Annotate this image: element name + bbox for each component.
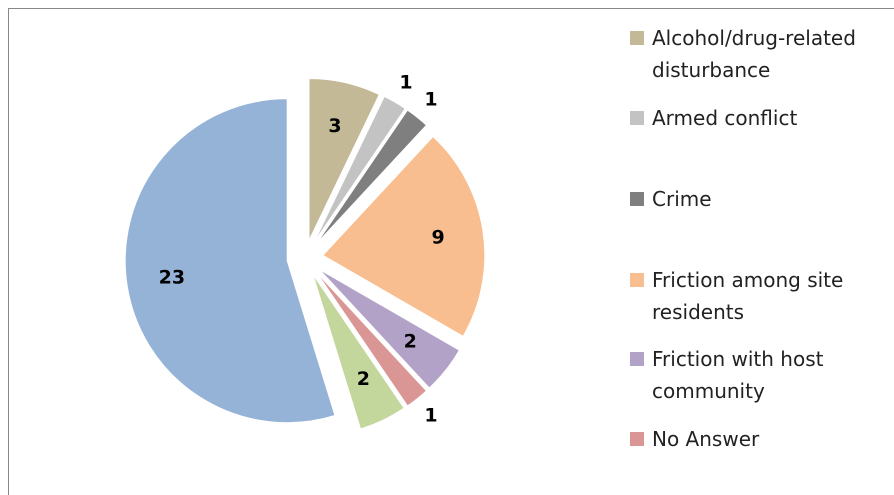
data-label: 1 <box>424 89 437 111</box>
legend-label: No Answer <box>652 427 760 451</box>
legend-label: Friction with host community <box>652 347 824 403</box>
legend-item: Crime <box>630 183 870 215</box>
legend-swatch <box>630 31 644 45</box>
pie-slice <box>313 95 406 243</box>
legend-swatch <box>630 352 644 366</box>
pie-slice <box>315 271 428 407</box>
data-label: 9 <box>432 226 445 248</box>
pie-slice <box>322 135 486 338</box>
pie-slice <box>315 109 428 245</box>
legend-label: Crime <box>652 187 712 211</box>
pie-slice <box>308 77 380 241</box>
pie-slice <box>124 98 336 424</box>
legend-label: Alcohol/drug-related disturbance <box>652 26 856 82</box>
data-label: 1 <box>424 404 437 426</box>
legend-swatch <box>630 432 644 446</box>
data-label: 1 <box>399 72 412 94</box>
legend-label: Friction among site residents <box>652 268 844 324</box>
legend-swatch <box>630 111 644 125</box>
data-label: 2 <box>357 368 370 390</box>
data-label: 3 <box>328 115 341 137</box>
legend-label: Armed conflict <box>652 106 798 130</box>
legend-item: Alcohol/drug-related disturbance <box>630 22 870 86</box>
legend-swatch <box>630 192 644 206</box>
pie-slice <box>318 268 461 389</box>
legend-item: No Answer <box>630 423 870 455</box>
data-label: 2 <box>404 330 417 352</box>
legend-item: Friction among site residents <box>630 264 870 328</box>
chart-border <box>8 8 894 495</box>
legend-swatch <box>630 273 644 287</box>
legend-item: Armed conflict <box>630 102 870 134</box>
data-label: 23 <box>159 267 185 289</box>
legend-item: Friction with host community <box>630 343 870 407</box>
pie-slice <box>312 273 405 430</box>
